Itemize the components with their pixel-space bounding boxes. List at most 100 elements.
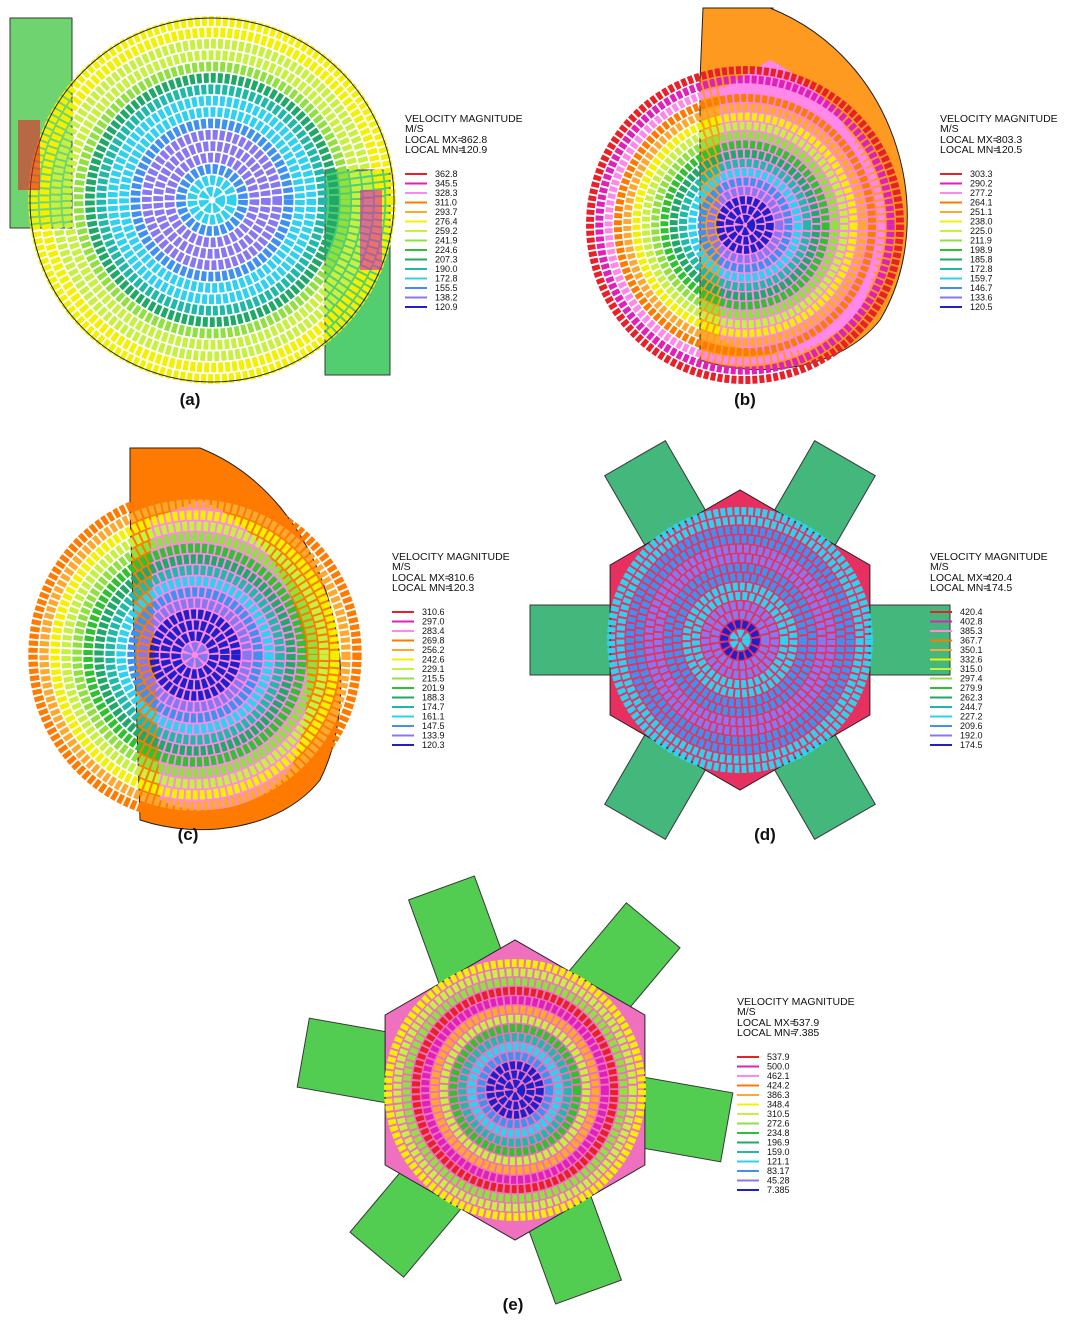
legend-level: 159.0: [767, 1147, 790, 1157]
legend-level: 227.2: [960, 712, 983, 722]
legend-level: 147.5: [422, 721, 445, 731]
legend-level: 207.3: [435, 255, 458, 265]
legend-level: 537.9: [767, 1052, 790, 1062]
flow-ring: [127, 587, 263, 723]
legend-level: 424.2: [767, 1081, 790, 1091]
flow-ring: [439, 1014, 591, 1166]
legend-level: 345.5: [435, 179, 458, 189]
legend-mn: 7.385: [793, 1027, 819, 1039]
flow-ring: [716, 196, 774, 254]
legend-mx-label: LOCAL MX=: [940, 134, 999, 146]
legend-mx: 362.8: [461, 134, 487, 146]
flow-ring: [187, 175, 237, 225]
legend-level: 120.5: [970, 302, 993, 312]
flow-ring: [706, 186, 784, 264]
legend-title: VELOCITY MAGNITUDE: [930, 551, 1048, 563]
legend-level: 234.8: [767, 1128, 790, 1138]
legend-level: 241.9: [435, 236, 458, 246]
legend-level: 229.1: [422, 664, 445, 674]
flow-ring: [604, 84, 886, 366]
legend-level: 244.7: [960, 702, 983, 712]
flow-ring: [62, 50, 362, 350]
legend-title: VELOCITY MAGNITUDE: [405, 113, 523, 125]
legend-level: 303.3: [970, 169, 993, 179]
legend-level: 297.0: [422, 617, 445, 627]
flow-ring: [96, 84, 328, 316]
legend-mx-label: LOCAL MX=: [930, 572, 989, 584]
legend-level: 224.6: [435, 245, 458, 255]
legend-unit: M/S: [737, 1006, 756, 1018]
flow-ring: [623, 103, 867, 347]
legend-level: 348.4: [767, 1100, 790, 1110]
flow-ring: [141, 129, 283, 271]
flow-ring: [138, 598, 252, 712]
flow-ring: [651, 131, 839, 319]
legend-level: 172.8: [435, 274, 458, 284]
legend-level: 315.0: [960, 664, 983, 674]
legend-level: 121.1: [767, 1157, 790, 1167]
flow-ring: [495, 1070, 535, 1110]
panel-label: (b): [734, 390, 756, 409]
flow-ring: [644, 544, 836, 736]
flow-ring: [691, 591, 789, 689]
legend-level: 83.17: [767, 1166, 790, 1176]
panel-label: (e): [503, 1295, 524, 1314]
legend-level: 386.3: [767, 1090, 790, 1100]
flow-ring: [654, 554, 826, 726]
legend-level: 190.0: [435, 264, 458, 274]
legend-level: 262.3: [960, 693, 983, 703]
legend-level: 362.8: [435, 169, 458, 179]
flow-ring: [116, 576, 274, 734]
legend-level: 269.8: [422, 636, 445, 646]
flow-ring: [430, 1005, 600, 1175]
flow-ring: [586, 66, 904, 384]
legend-mn-label: LOCAL MN=: [405, 144, 464, 156]
legend-mx: 303.3: [996, 134, 1022, 146]
flow-ring: [632, 112, 858, 338]
flow-ring: [94, 554, 296, 756]
flow-ring: [130, 118, 294, 282]
flow-ring: [625, 525, 855, 755]
flow-ring: [682, 582, 798, 698]
flow-ring: [171, 631, 219, 679]
legend-level: 201.9: [422, 683, 445, 693]
legend-level: 120.3: [422, 740, 445, 750]
legend-level: 7.385: [767, 1185, 790, 1195]
legend-unit: M/S: [392, 561, 411, 573]
legend-mn: 174.5: [986, 582, 1012, 594]
legend-level: 297.4: [960, 674, 983, 684]
legend-level: 328.3: [435, 188, 458, 198]
flow-ring: [61, 521, 329, 789]
legend-unit: M/S: [940, 123, 959, 135]
panel-label: (a): [180, 390, 201, 409]
flow-ring: [678, 158, 812, 292]
flow-ring: [50, 510, 340, 800]
legend-level: 172.8: [970, 264, 993, 274]
panel-label: (c): [178, 825, 199, 844]
flow-ring: [688, 168, 802, 282]
flow-ring: [85, 73, 339, 327]
legend-level: 215.5: [422, 674, 445, 684]
legend-level: 293.7: [435, 207, 458, 217]
flow-ring: [486, 1061, 544, 1119]
legend-mn-label: LOCAL MN=: [392, 582, 451, 594]
legend-level: 420.4: [960, 607, 983, 617]
flow-ring: [149, 609, 241, 701]
flow-ring: [595, 75, 895, 375]
legend-level: 251.1: [970, 207, 993, 217]
legend-level: 462.1: [767, 1071, 790, 1081]
flow-ring: [198, 186, 226, 214]
flow-ring: [83, 543, 307, 767]
flow-ring: [641, 121, 849, 329]
flow-ring: [72, 532, 318, 778]
legend-level: 188.3: [422, 693, 445, 703]
flow-ring: [107, 95, 317, 305]
legend-level: 225.0: [970, 226, 993, 236]
flow-ring: [710, 610, 770, 670]
legend-level: 174.7: [422, 702, 445, 712]
legend-level: 146.7: [970, 283, 993, 293]
